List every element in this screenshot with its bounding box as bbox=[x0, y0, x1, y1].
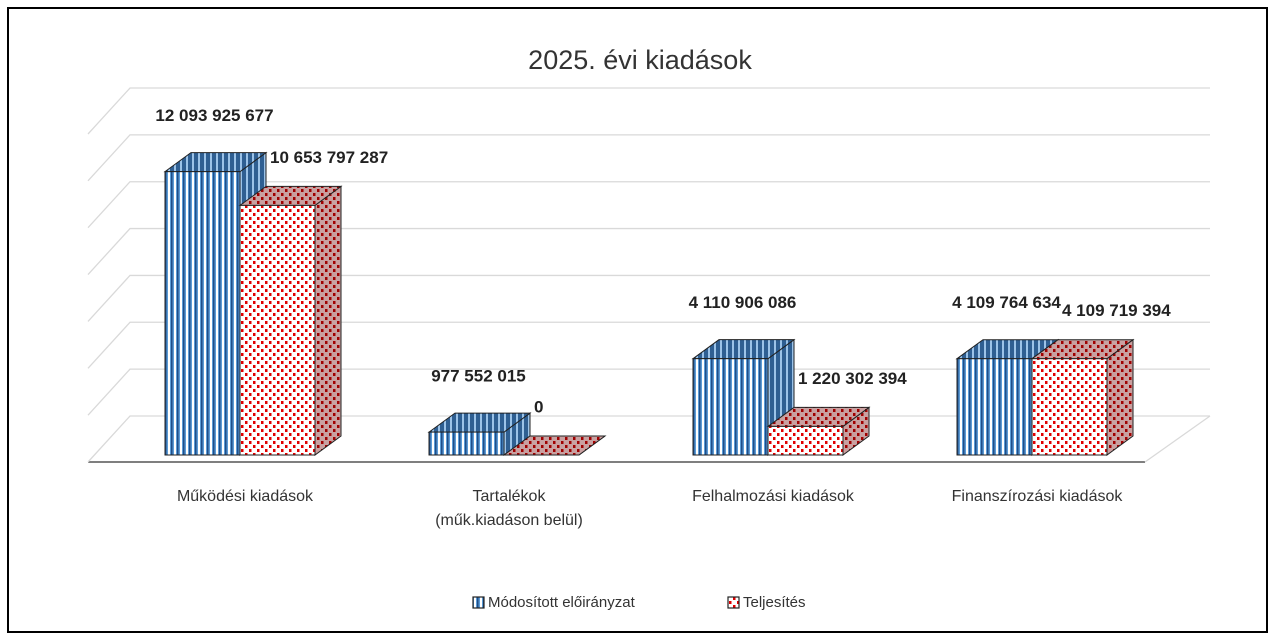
x-tick-label: Működési kiadások bbox=[177, 488, 314, 505]
value-label: 4 109 764 634 bbox=[952, 293, 1061, 312]
label-line: (műk.kiadáson belül) bbox=[435, 512, 583, 529]
x-tick-label: Felhalmozási kiadások bbox=[692, 488, 855, 505]
bar-front bbox=[239, 204, 316, 456]
value-label: 12 093 925 677 bbox=[155, 106, 273, 125]
bar bbox=[502, 435, 607, 456]
chart-title: 2025. évi kiadások bbox=[528, 45, 752, 75]
grid-line bbox=[87, 227, 1210, 276]
value-label: 10 653 797 287 bbox=[270, 148, 388, 167]
floor-side bbox=[1144, 415, 1211, 463]
grid-segment bbox=[87, 321, 1210, 369]
legend-label: Módosított előirányzat bbox=[488, 594, 636, 611]
value-label: 0 bbox=[534, 397, 543, 416]
grid-segment bbox=[87, 134, 1210, 182]
bar-side bbox=[1106, 338, 1134, 456]
value-label: 977 552 015 bbox=[431, 367, 526, 386]
legend-label: Teljesítés bbox=[743, 594, 806, 611]
bar-top bbox=[502, 435, 607, 456]
frame bbox=[7, 7, 1268, 633]
bar bbox=[1030, 338, 1135, 456]
value-label: 1 220 302 394 bbox=[798, 369, 907, 388]
x-tick-label: Tartalékok (műk.kiadáson belül) bbox=[435, 488, 583, 529]
grid-line bbox=[87, 87, 1210, 135]
bar bbox=[238, 185, 343, 456]
value-label: 4 110 906 086 bbox=[689, 293, 797, 312]
grid-line bbox=[87, 368, 1210, 416]
label-line: Tartalékok bbox=[473, 488, 547, 505]
bar bbox=[691, 338, 796, 456]
x-tick-label: Finanszírozási kiadások bbox=[952, 488, 1124, 505]
legend-swatch bbox=[727, 596, 740, 609]
bar bbox=[427, 412, 532, 456]
bar-front bbox=[428, 431, 505, 456]
bar-front bbox=[164, 171, 241, 456]
grid-segment bbox=[87, 274, 1210, 322]
grid-line bbox=[87, 274, 1210, 322]
grid-segment bbox=[87, 227, 1210, 276]
value-label: 4 109 719 394 bbox=[1062, 301, 1171, 320]
bar-front bbox=[767, 425, 844, 456]
grid-line bbox=[87, 181, 1210, 229]
grid-line bbox=[87, 134, 1210, 182]
grid-segment bbox=[87, 87, 1210, 135]
grid-segment bbox=[87, 181, 1210, 229]
bar-front bbox=[1031, 358, 1108, 456]
grid-line bbox=[87, 321, 1210, 369]
bar bbox=[766, 406, 871, 456]
bar-front bbox=[956, 358, 1033, 456]
bar-front bbox=[692, 358, 769, 456]
legend-swatch bbox=[472, 596, 485, 609]
grid-segment bbox=[87, 368, 1210, 416]
bar-side bbox=[314, 185, 342, 456]
